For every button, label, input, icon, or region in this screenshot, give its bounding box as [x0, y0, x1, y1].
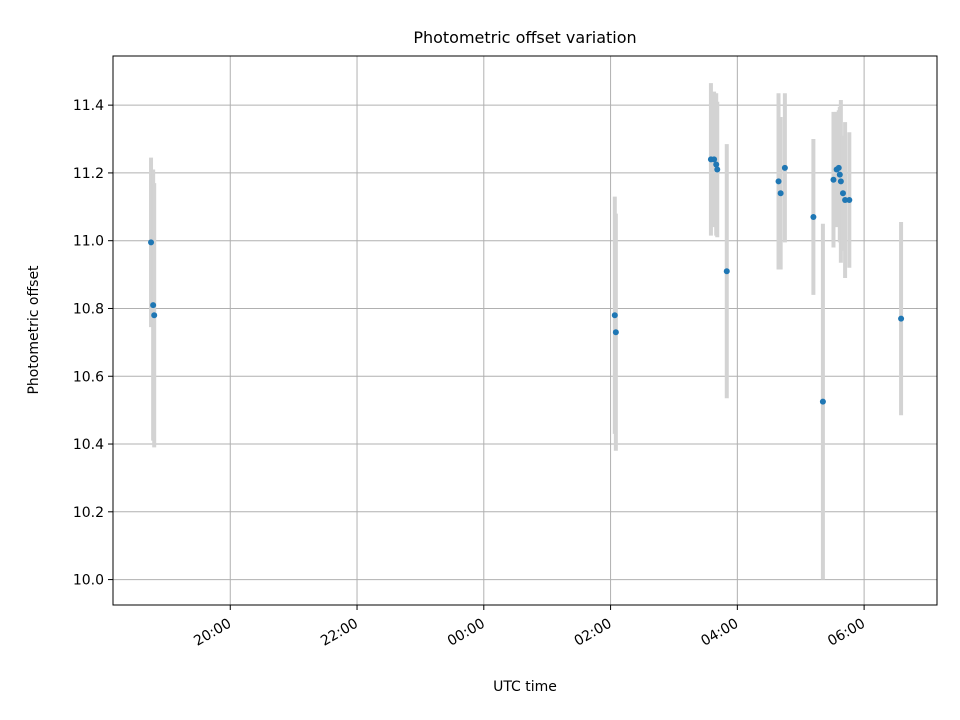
chart-title: Photometric offset variation	[413, 28, 636, 47]
y-tick-label: 10.4	[73, 437, 104, 453]
data-point	[837, 178, 844, 185]
plot-frame	[112, 55, 938, 606]
y-axis-ticks: 10.0 10.2 10.4 10.6 10.8 11.0 11.2 11.4	[73, 98, 113, 589]
y-tick-label: 10.6	[73, 369, 104, 385]
data-point	[611, 312, 618, 319]
data-point	[810, 213, 817, 220]
data-point	[839, 190, 846, 197]
y-tick-label: 11.0	[73, 234, 104, 250]
y-axis-label: Photometric offset	[26, 265, 42, 395]
data-point	[846, 197, 853, 204]
y-tick-label: 11.4	[73, 98, 104, 114]
data-point	[819, 398, 826, 405]
data-points	[148, 156, 905, 405]
data-point	[898, 315, 905, 322]
y-tick-label: 10.2	[73, 505, 104, 521]
data-point	[714, 166, 721, 173]
x-axis-label: UTC time	[493, 679, 557, 695]
data-point	[835, 164, 842, 171]
data-point	[150, 302, 157, 309]
data-point	[713, 161, 720, 168]
data-point	[711, 156, 718, 163]
y-tick-label: 10.8	[73, 301, 104, 317]
y-tick-label: 11.2	[73, 166, 104, 182]
data-point	[842, 197, 849, 204]
data-point	[775, 178, 782, 185]
data-point	[612, 329, 619, 336]
y-tick-label: 10.0	[73, 573, 104, 589]
data-point	[148, 239, 155, 246]
grid	[113, 56, 937, 605]
data-point	[777, 190, 784, 197]
data-point	[830, 176, 837, 183]
data-point	[836, 171, 843, 178]
data-point	[723, 268, 730, 275]
data-point	[151, 312, 158, 319]
data-point	[781, 164, 788, 171]
